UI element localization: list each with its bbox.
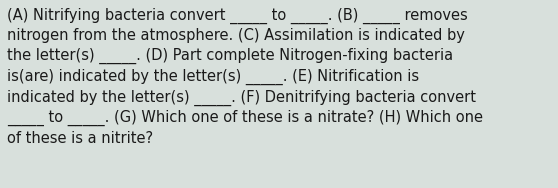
Text: (A) Nitrifying bacteria convert _____ to _____. (B) _____ removes
nitrogen from : (A) Nitrifying bacteria convert _____ to… [7,8,483,146]
